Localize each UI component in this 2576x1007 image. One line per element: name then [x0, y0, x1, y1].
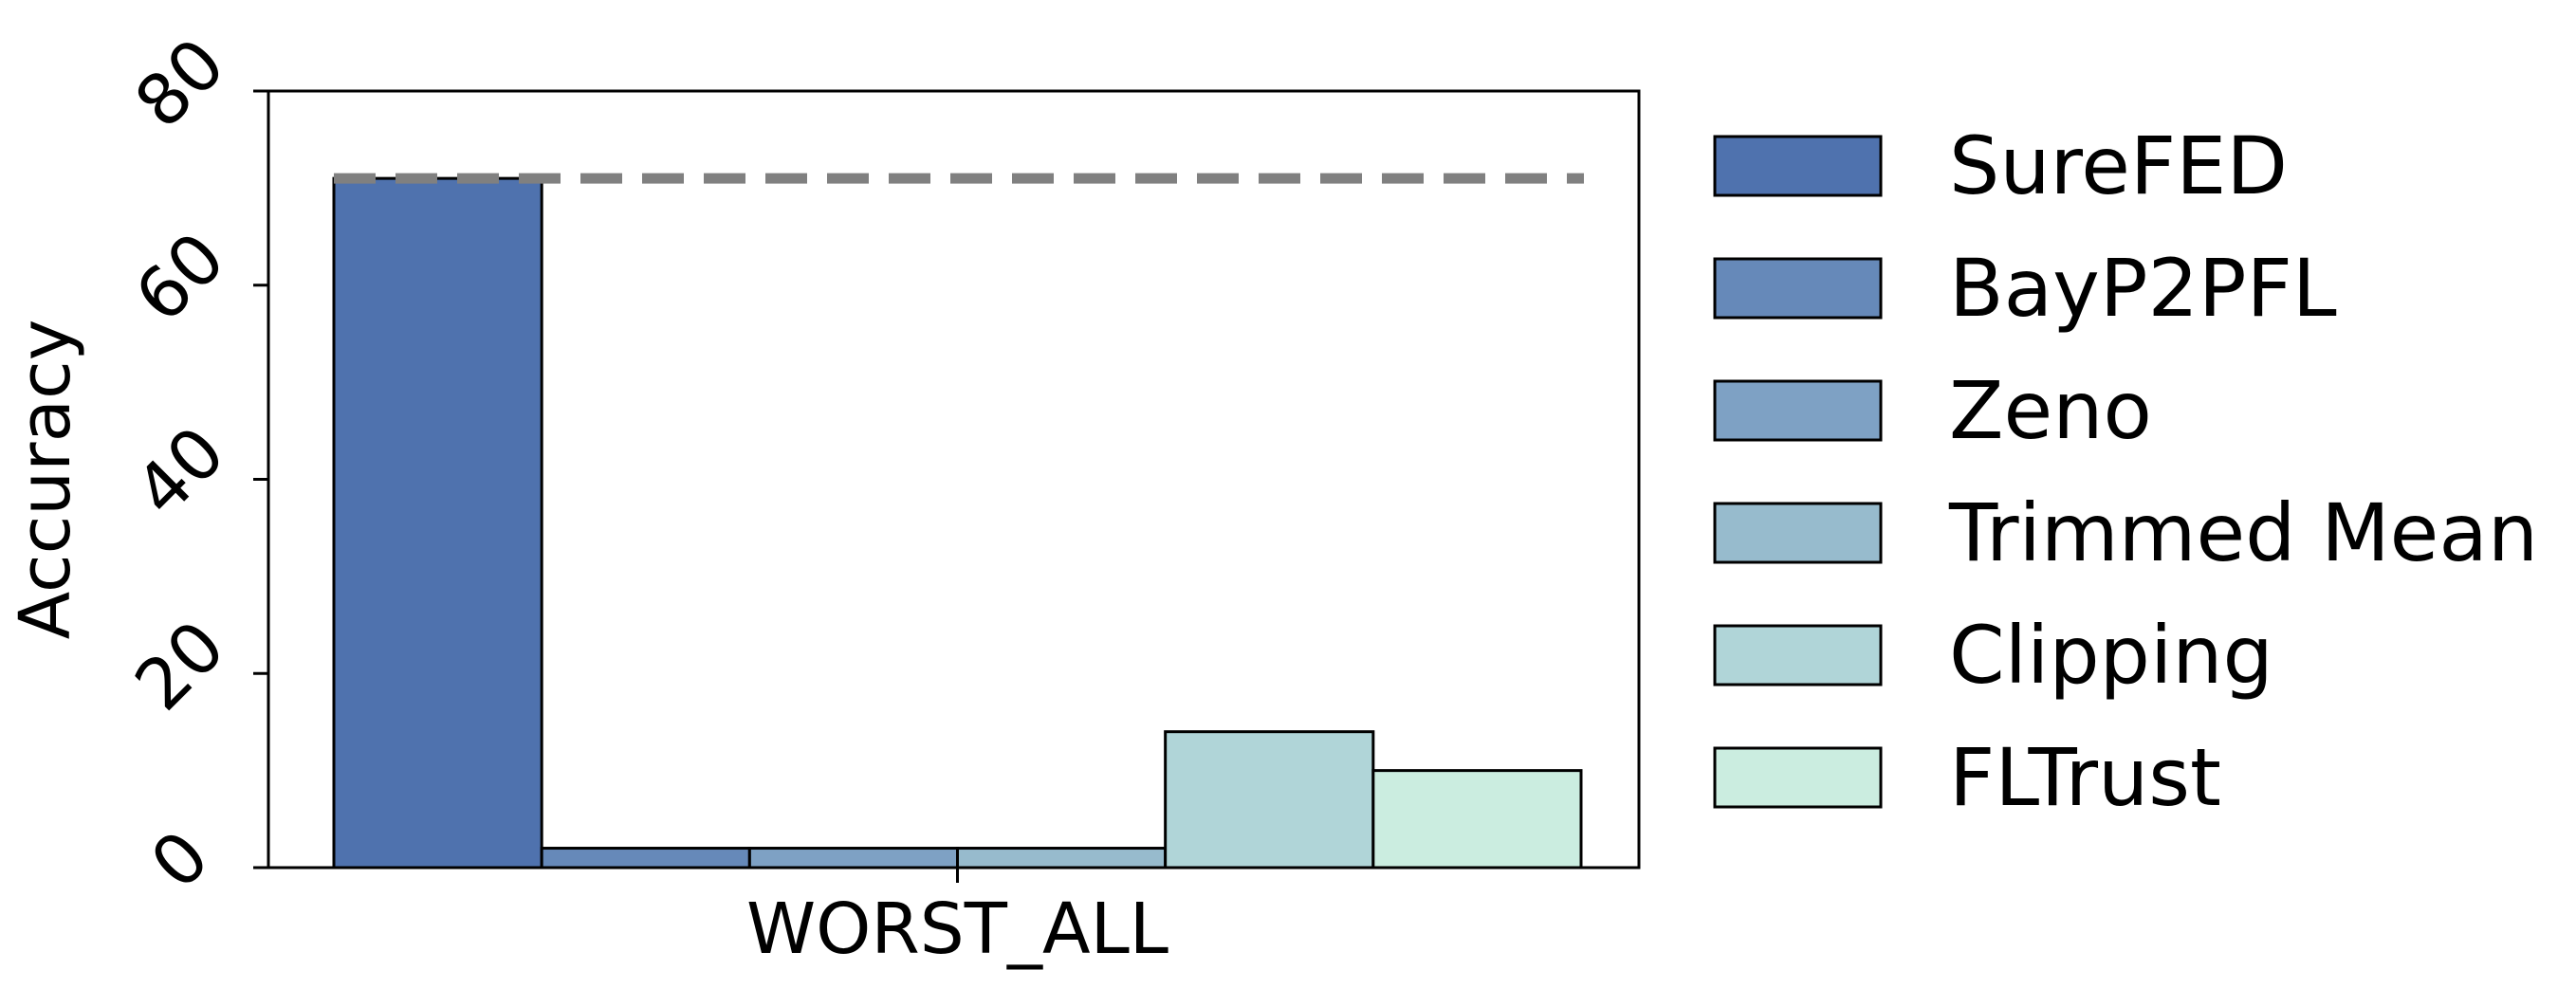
bar-bayp2pfl — [540, 847, 751, 870]
bar-surefed — [332, 176, 543, 870]
legend-swatch-clipping — [1713, 624, 1883, 687]
bar-trimmed-mean — [956, 847, 1168, 870]
legend-swatch-surefed — [1713, 135, 1883, 197]
y-tick-label: 20 — [120, 606, 240, 726]
legend-swatch-zeno — [1713, 379, 1883, 442]
y-axis-label: Accuracy — [5, 320, 86, 640]
bar-fltrust — [1371, 769, 1583, 870]
legend-label-clipping: Clipping — [1949, 609, 2273, 702]
y-tick-label: 60 — [120, 217, 240, 338]
legend-swatch-bayp2pfl — [1713, 257, 1883, 320]
x-tick-label: WORST_ALL — [746, 888, 1168, 970]
legend-swatch-trimmed-mean — [1713, 502, 1883, 564]
legend-swatch-fltrust — [1713, 746, 1883, 809]
legend-label-trimmed-mean: Trimmed Mean — [1948, 486, 2538, 579]
legend-label-zeno: Zeno — [1949, 364, 2152, 457]
legend-label-surefed: SureFED — [1949, 119, 2288, 212]
bar-zeno — [747, 847, 959, 870]
y-tick-label: 0 — [136, 815, 225, 905]
bar-clipping — [1164, 730, 1375, 870]
legend-label-bayp2pfl: BayP2PFL — [1949, 242, 2337, 335]
plot-area — [332, 173, 1584, 870]
y-tick-label: 80 — [120, 23, 240, 143]
legend: SureFED BayP2PFL Zeno Trimmed Mean Clipping F… — [1713, 119, 2538, 824]
legend-label-fltrust: FLTrust — [1949, 731, 2221, 824]
y-tick-label: 40 — [120, 412, 240, 532]
